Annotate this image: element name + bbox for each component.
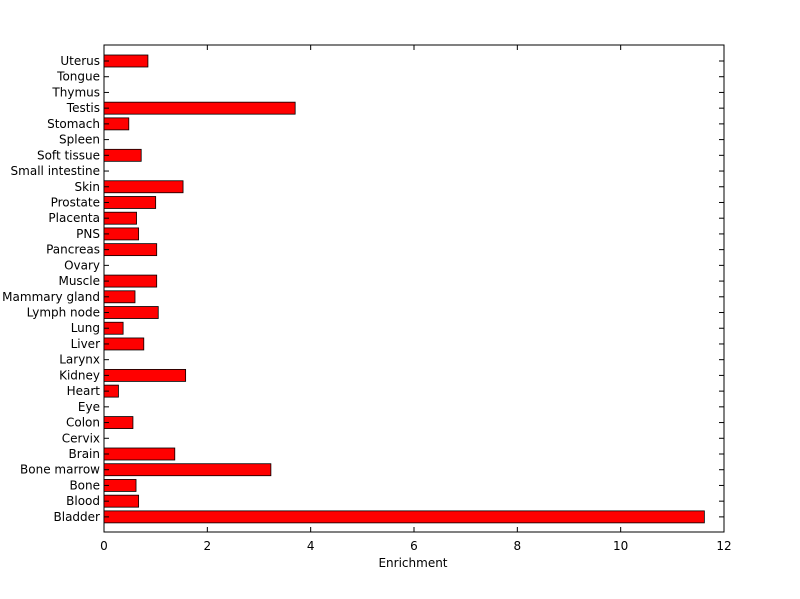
bar-kidney xyxy=(103,368,187,382)
y-tick-label: Kidney xyxy=(59,368,100,382)
y-tick-label: Pancreas xyxy=(46,243,100,257)
y-tick-label: Uterus xyxy=(60,54,100,68)
y-tick-label: Eye xyxy=(78,400,100,414)
y-tick-label: Larynx xyxy=(59,353,100,367)
y-tick-label: Lymph node xyxy=(27,306,100,320)
y-tick-label: Lung xyxy=(71,321,100,335)
y-tick-label: Placenta xyxy=(48,211,100,225)
y-tick-label: Bladder xyxy=(54,510,101,524)
y-tick-label: Tongue xyxy=(56,70,100,84)
y-tick-label: Cervix xyxy=(62,431,100,445)
y-tick-label: Testis xyxy=(66,101,100,115)
y-tick-label: Muscle xyxy=(58,274,100,288)
y-tick-label: Colon xyxy=(66,416,100,430)
x-tick-label: 12 xyxy=(716,539,731,553)
x-tick-label: 10 xyxy=(613,539,628,553)
bar-pns xyxy=(103,227,140,241)
bar-brain xyxy=(103,447,176,461)
bar-uterus xyxy=(103,54,149,68)
y-tick-label: Skin xyxy=(74,180,100,194)
y-tick-label: Bone marrow xyxy=(20,463,100,477)
x-ticks-group: 0 2 4 6 8 10 12 xyxy=(100,45,732,553)
bar-testis xyxy=(103,101,296,115)
x-tick-label: 6 xyxy=(410,539,418,553)
y-tick-label: Bone xyxy=(69,478,100,492)
y-tick-label: Stomach xyxy=(47,117,100,131)
y-tick-label: Liver xyxy=(71,337,101,351)
bar-soft-tissue xyxy=(103,148,142,162)
x-tick-label: 0 xyxy=(100,539,108,553)
bar-muscle xyxy=(103,274,158,288)
y-tick-label: Mammary gland xyxy=(2,290,100,304)
y-tick-label: Brain xyxy=(69,447,100,461)
x-tick-label: 2 xyxy=(204,539,212,553)
y-tick-label: Blood xyxy=(66,494,100,508)
bar-blood xyxy=(103,494,140,508)
bar-prostate xyxy=(103,196,157,209)
y-tick-label: PNS xyxy=(76,227,100,241)
y-tick-label: Spleen xyxy=(59,133,100,147)
y-tick-label: Soft tissue xyxy=(37,148,100,162)
bar-bone-marrow xyxy=(103,463,272,477)
x-tick-label: 4 xyxy=(307,539,315,553)
y-tick-label: Prostate xyxy=(51,195,100,209)
y-tick-label: Thymus xyxy=(51,85,100,99)
bar-lymph-node xyxy=(103,306,159,319)
y-tick-label: Ovary xyxy=(64,258,100,272)
x-axis-label: Enrichment xyxy=(378,556,447,570)
bar-skin xyxy=(103,180,184,194)
bar-pancreas xyxy=(103,243,158,257)
bar-liver xyxy=(103,337,145,351)
y-tick-label: Small intestine xyxy=(11,164,100,178)
bar-bladder xyxy=(103,510,705,524)
x-tick-label: 8 xyxy=(514,539,522,553)
y-tick-label: Heart xyxy=(67,384,101,398)
plot-area xyxy=(103,44,725,533)
